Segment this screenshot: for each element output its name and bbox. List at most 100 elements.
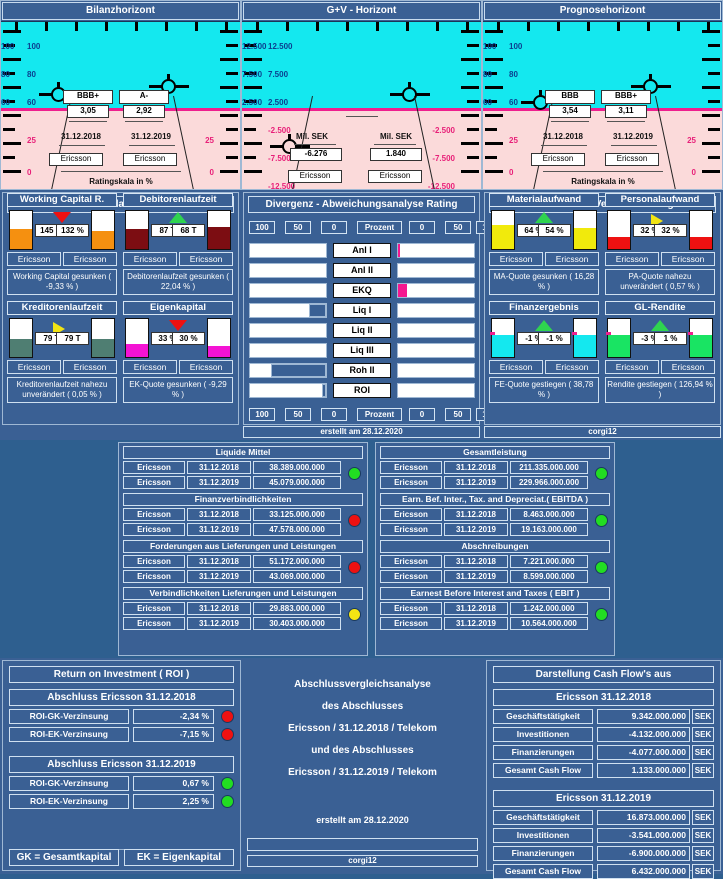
cell-value[interactable]: 47.578.000.000 [253, 523, 341, 536]
cell-date[interactable]: 31.12.2019 [187, 523, 251, 536]
cell-value[interactable]: 211.335.000.000 [510, 461, 588, 474]
scale-tick [220, 30, 238, 33]
cashflow-currency: SEK [692, 709, 714, 724]
divergenz-label[interactable]: EKQ [333, 283, 391, 298]
gauge-body: 100 100 80 80 60 60 25 25 0 0 BBB+ A- 3,05 2,92 31.12… [1, 21, 240, 189]
company-button-right[interactable]: Ericsson [63, 252, 117, 266]
divergenz-label[interactable]: Liq II [333, 323, 391, 338]
divergenz-label[interactable]: Liq III [333, 343, 391, 358]
cell-company[interactable]: Ericsson [380, 617, 442, 630]
company-button-right[interactable]: Ericsson [545, 360, 599, 374]
cell-date[interactable]: 31.12.2019 [187, 570, 251, 583]
cashflow-label: Geschäftstätigkeit [493, 709, 593, 724]
cell-company[interactable]: Ericsson [123, 476, 185, 489]
company-button-right[interactable]: Ericsson [179, 252, 233, 266]
company-button-left[interactable]: Ericsson [489, 252, 543, 266]
cell-value[interactable]: 10.564.000.000 [510, 617, 588, 630]
cell-value[interactable]: 8.599.000.000 [510, 570, 588, 583]
metric-bars: 32 % 32 % [605, 210, 715, 250]
company-button-left[interactable]: Ericsson [605, 252, 659, 266]
cell-date[interactable]: 31.12.2019 [187, 476, 251, 489]
company-button-right[interactable]: Ericsson [661, 360, 715, 374]
cell-company[interactable]: Ericsson [123, 602, 185, 615]
gauge-title: G+V - Horizont [243, 2, 480, 20]
cell-date[interactable]: 31.12.2018 [187, 461, 251, 474]
cell-date[interactable]: 31.12.2018 [444, 602, 508, 615]
company-button-left[interactable]: Ericsson [123, 360, 177, 374]
cell-value[interactable]: 33.125.000.000 [253, 508, 341, 521]
scale-tick [3, 30, 21, 33]
company-button-right[interactable]: Ericsson [63, 360, 117, 374]
divergenz-title: Divergenz - Abweichungsanalyse Rating [248, 196, 475, 213]
divergenz-label[interactable]: Anl I [333, 243, 391, 258]
table-row: Ericsson 31.12.2018 29.883.000.000 [123, 602, 363, 621]
cell-value[interactable]: 8.463.000.000 [510, 508, 588, 521]
company-button-right[interactable]: Ericsson [661, 252, 715, 266]
divergenz-label[interactable]: Liq I [333, 303, 391, 318]
guv-panel: Gewinn- und Verlustrechnung Materialaufw… [484, 192, 721, 425]
scale-50-left: 50 [285, 221, 311, 234]
cell-date[interactable]: 31.12.2019 [187, 617, 251, 630]
cell-company[interactable]: Ericsson [380, 476, 442, 489]
cell-company[interactable]: Ericsson [380, 523, 442, 536]
divergenz-label[interactable]: ROI [333, 383, 391, 398]
cell-company[interactable]: Ericsson [380, 602, 442, 615]
divergenz-label[interactable]: Roh II [333, 363, 391, 378]
divergenz-label[interactable]: Anl II [333, 263, 391, 278]
cell-date[interactable]: 31.12.2019 [444, 617, 508, 630]
cell-company[interactable]: Ericsson [380, 508, 442, 521]
company-button-left[interactable]: Ericsson [605, 360, 659, 374]
company-button-left[interactable]: Ericsson [288, 170, 342, 183]
top-tick [15, 22, 18, 31]
cell-value[interactable]: 29.883.000.000 [253, 602, 341, 615]
cell-date[interactable]: 31.12.2018 [444, 461, 508, 474]
cell-date[interactable]: 31.12.2018 [187, 508, 251, 521]
cell-company[interactable]: Ericsson [380, 461, 442, 474]
cell-value[interactable]: 19.163.000.000 [510, 523, 588, 536]
gauge-1: Bilanzhorizont 100 100 80 80 60 60 25 25 0 0 [0, 0, 241, 190]
company-button-left[interactable]: Ericsson [123, 252, 177, 266]
level-marker [490, 332, 495, 336]
cell-value[interactable]: 229.966.000.000 [510, 476, 588, 489]
scale-tick [244, 58, 262, 61]
cell-date[interactable]: 31.12.2019 [444, 570, 508, 583]
underline-left [294, 144, 336, 145]
company-button-left[interactable]: Ericsson [531, 153, 585, 166]
cell-value[interactable]: 51.172.000.000 [253, 555, 341, 568]
company-button-left[interactable]: Ericsson [7, 252, 61, 266]
cell-company[interactable]: Ericsson [123, 555, 185, 568]
cell-company[interactable]: Ericsson [123, 523, 185, 536]
company-button-left[interactable]: Ericsson [489, 360, 543, 374]
cell-value[interactable]: 38.389.000.000 [253, 461, 341, 474]
cell-company[interactable]: Ericsson [123, 508, 185, 521]
cell-date[interactable]: 31.12.2018 [187, 602, 251, 615]
cell-company[interactable]: Ericsson [123, 570, 185, 583]
company-button-left[interactable]: Ericsson [49, 153, 103, 166]
cell-date[interactable]: 31.12.2018 [187, 555, 251, 568]
cell-date[interactable]: 31.12.2019 [444, 523, 508, 536]
cell-value[interactable]: 7.221.000.000 [510, 555, 588, 568]
cell-company[interactable]: Ericsson [123, 617, 185, 630]
cell-company[interactable]: Ericsson [380, 570, 442, 583]
cell-value[interactable]: 30.403.000.000 [253, 617, 341, 630]
gauge-title: Prognosehorizont [484, 2, 721, 20]
cell-date[interactable]: 31.12.2018 [444, 508, 508, 521]
company-button-right[interactable]: Ericsson [179, 360, 233, 374]
company-button-right[interactable]: Ericsson [605, 153, 659, 166]
cell-company[interactable]: Ericsson [123, 461, 185, 474]
cell-company[interactable]: Ericsson [380, 555, 442, 568]
company-button-right[interactable]: Ericsson [123, 153, 177, 166]
scale-tick [3, 86, 21, 89]
company-button-right[interactable]: Ericsson [545, 252, 599, 266]
cell-date[interactable]: 31.12.2019 [444, 476, 508, 489]
company-button-right[interactable]: Ericsson [368, 170, 422, 183]
cell-date[interactable]: 31.12.2018 [444, 555, 508, 568]
roi-row: ROI-GK-Verzinsung 0,67 % [9, 776, 234, 791]
cell-value[interactable]: 45.079.000.000 [253, 476, 341, 489]
cell-value[interactable]: 43.069.000.000 [253, 570, 341, 583]
cell-value[interactable]: 1.242.000.000 [510, 602, 588, 615]
metric-block: Personalaufwand 32 % 32 % Ericsson Erics… [605, 193, 715, 295]
table-caption: Earnest Before Interest and Taxes ( EBIT… [380, 587, 610, 600]
company-button-left[interactable]: Ericsson [7, 360, 61, 374]
table-row: Ericsson 31.12.2019 45.079.000.000 [123, 476, 363, 489]
